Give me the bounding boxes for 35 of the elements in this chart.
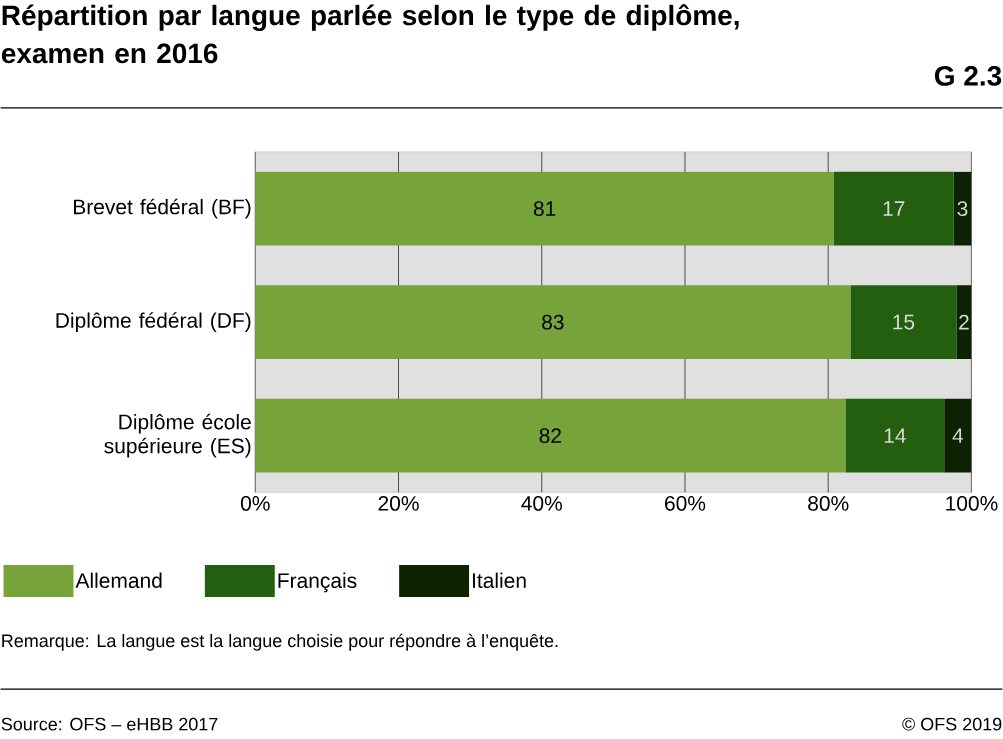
bar	[255, 398, 846, 473]
text: Remarque: La langue est la langue choisie pour répondre à l’enquête.	[2, 633, 558, 651]
text: G 2.3	[934, 65, 1002, 86]
x-tick-label: 0%	[240, 495, 270, 511]
y-tick-label: Diplôme fédéral (DF)	[56, 312, 251, 332]
data-label: 15	[893, 314, 915, 330]
bar	[833, 171, 954, 246]
legend-label: Italien	[472, 572, 526, 588]
data-label: 14	[884, 428, 906, 443]
chart-title: Répartition par langue parlée selon le type de diplôme, examen en 2016	[1, 4, 739, 64]
x-tick-label: 20%	[378, 495, 419, 511]
data-label: 3	[957, 201, 968, 216]
x-tick-label: 80%	[808, 495, 849, 511]
bar	[956, 285, 972, 359]
text: © OFS 2019	[902, 717, 1002, 731]
bar	[255, 285, 851, 359]
bar	[255, 171, 834, 246]
legend-label: Français	[278, 572, 357, 593]
y-tick-label: Brevet fédéral (BF)	[73, 198, 251, 219]
bar	[953, 171, 972, 246]
x-tick-label: 60%	[665, 495, 706, 511]
bar	[944, 398, 972, 473]
data-label: 4	[952, 428, 964, 443]
bar	[850, 285, 957, 359]
bar	[845, 398, 945, 473]
data-label: 2	[959, 314, 969, 330]
source-note: Source: OFS – eHBB 2017	[1, 717, 218, 731]
legend-label: Allemand	[75, 572, 162, 588]
data-label: 81	[533, 201, 556, 216]
data-label: 83	[542, 314, 564, 330]
data-label: 17	[883, 201, 905, 216]
y-tick-label: Diplôme école supérieure (ES)	[104, 413, 251, 458]
data-label: 82	[539, 428, 561, 444]
x-tick-label: 100%	[946, 495, 998, 511]
x-tick-label: 40%	[521, 495, 562, 511]
